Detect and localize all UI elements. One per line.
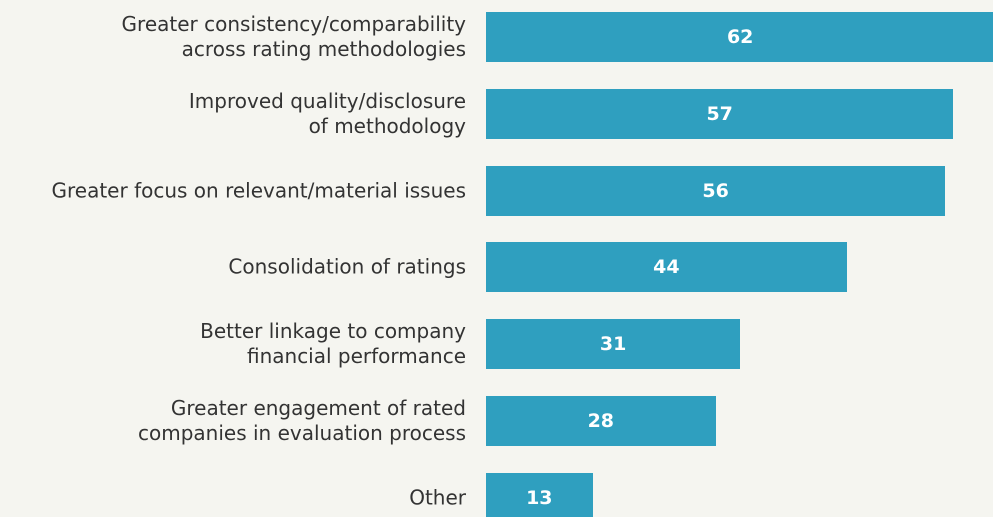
bar <box>486 472 593 517</box>
category-label: Improved quality/disclosure of methodolo… <box>188 88 466 138</box>
category-label: Greater focus on relevant/material issue… <box>51 178 467 203</box>
value-label: 31 <box>599 333 627 356</box>
bar <box>486 319 741 370</box>
category-label: Greater consistency/comparability across… <box>121 12 466 61</box>
category-label: Other <box>409 485 466 510</box>
category-label: Greater engagement of rated companies in… <box>138 396 466 445</box>
bar <box>486 396 716 446</box>
value-label: 57 <box>706 102 733 125</box>
bar <box>486 12 993 62</box>
bar <box>486 88 954 139</box>
value-label: 56 <box>702 179 729 202</box>
bar <box>486 242 847 293</box>
value-label: 13 <box>526 486 553 509</box>
category-label: Better linkage to company financial perf… <box>200 319 466 369</box>
bar <box>486 165 946 216</box>
value-label: 62 <box>726 26 754 48</box>
value-label: 28 <box>587 410 615 432</box>
value-label: 44 <box>653 256 680 279</box>
category-label: Consolidation of ratings <box>228 254 466 279</box>
